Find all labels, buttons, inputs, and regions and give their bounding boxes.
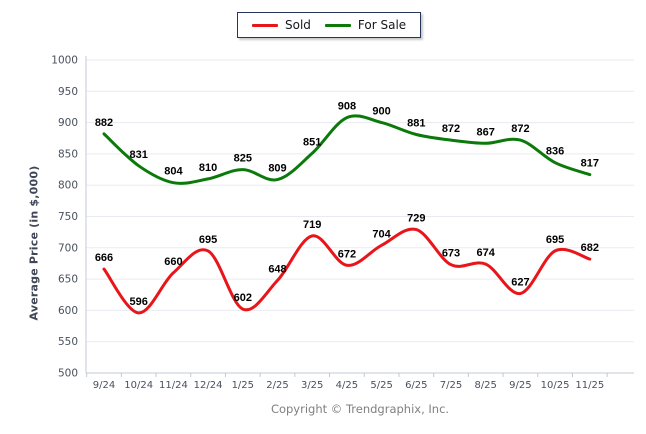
data-label: 872 (442, 123, 460, 135)
legend-item-for-sale: For Sale (324, 18, 407, 32)
y-tick-label: 700 (58, 242, 78, 254)
data-label: 695 (546, 234, 564, 246)
data-label: 867 (477, 126, 495, 138)
legend-label-for-sale: For Sale (357, 18, 407, 32)
x-tick-label: 9/25 (509, 380, 531, 391)
x-tick-label: 8/25 (474, 380, 496, 391)
data-label: 666 (95, 252, 113, 264)
data-label: 831 (130, 149, 148, 161)
data-label: 810 (199, 162, 217, 174)
x-tick-label: 5/25 (370, 380, 392, 391)
for-sale-line-swatch (324, 23, 351, 27)
sold-line-swatch (252, 23, 278, 27)
y-tick-label: 600 (58, 305, 78, 317)
copyright-text: Copyright © Trendgraphix, Inc. (270, 402, 450, 416)
legend-item-sold: Sold (252, 19, 311, 31)
x-tick-label: 6/25 (405, 380, 427, 391)
x-tick-label: 9/24 (93, 380, 115, 391)
x-tick-label: 11/24 (159, 380, 188, 391)
data-label: 719 (303, 219, 321, 231)
x-tick-label: 12/24 (194, 380, 223, 391)
x-tick-label: 1/25 (232, 380, 254, 391)
y-axis-title: Average Price (in $,000) (27, 165, 41, 321)
data-label: 729 (407, 213, 425, 225)
data-label: 695 (199, 234, 217, 246)
data-label: 881 (407, 117, 425, 129)
data-label: 908 (338, 101, 356, 113)
x-tick-label: 10/25 (541, 380, 570, 391)
chart-legend: Sold For Sale (237, 12, 422, 38)
data-label: 648 (268, 263, 286, 275)
data-label: 804 (164, 166, 183, 178)
x-tick-label: 10/24 (124, 380, 153, 391)
y-tick-label: 550 (58, 336, 78, 348)
data-label: 682 (581, 242, 599, 254)
y-tick-label: 1000 (51, 55, 78, 67)
y-tick-label: 900 (58, 117, 78, 129)
data-label: 704 (372, 228, 391, 240)
data-label: 672 (338, 248, 356, 260)
data-label: 809 (268, 163, 286, 175)
y-tick-label: 750 (58, 211, 78, 223)
y-tick-label: 950 (58, 86, 78, 98)
data-label: 673 (442, 248, 460, 260)
data-label: 596 (130, 296, 148, 308)
data-label: 900 (372, 106, 390, 118)
sold-line (102, 227, 592, 315)
x-tick-label: 11/25 (575, 380, 604, 391)
x-tick-label: 4/25 (336, 380, 358, 391)
data-label: 660 (164, 256, 182, 268)
data-label: 825 (234, 153, 252, 165)
y-tick-label: 800 (58, 180, 78, 192)
x-tick-label: 3/25 (301, 380, 323, 391)
x-tick-label: 7/25 (440, 380, 462, 391)
y-tick-label: 500 (58, 368, 78, 380)
y-tick-label: 850 (58, 148, 78, 160)
y-tick-label: 650 (58, 274, 78, 286)
data-label: 817 (581, 158, 599, 170)
data-label: 851 (303, 136, 321, 148)
legend-label-sold: Sold (285, 18, 311, 32)
data-label: 627 (511, 276, 529, 288)
data-label: 872 (511, 123, 529, 135)
x-tick-label: 2/25 (266, 380, 288, 391)
data-label: 836 (546, 146, 564, 158)
data-label: 882 (95, 117, 113, 129)
for-sale-line (102, 114, 592, 185)
data-label: 602 (234, 292, 252, 304)
data-label: 674 (477, 247, 496, 259)
